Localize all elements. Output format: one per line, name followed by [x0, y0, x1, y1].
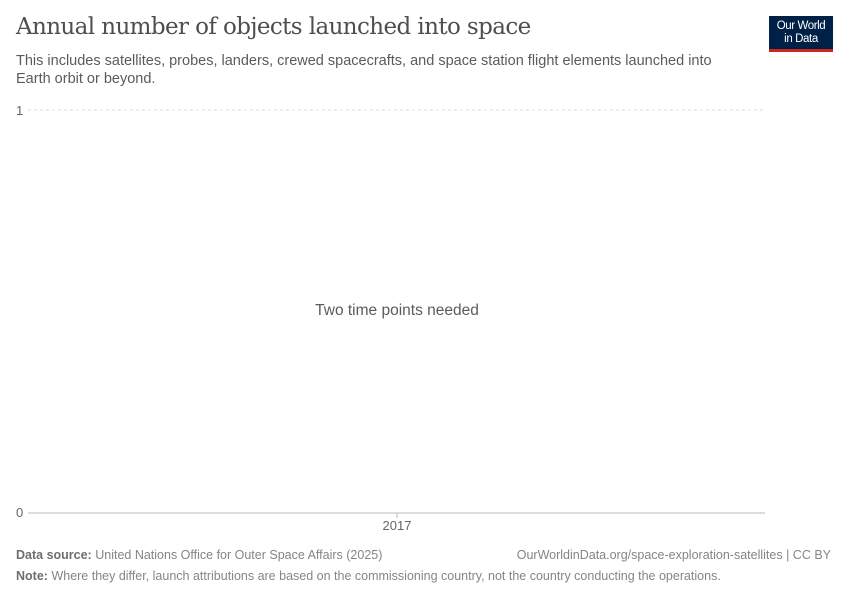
- chart-area: 1 0 2017 Two time points needed: [16, 103, 765, 533]
- url-license-link[interactable]: OurWorldinData.org/space-exploration-sat…: [516, 548, 831, 562]
- logo-line-2: in Data: [784, 33, 818, 45]
- chart-subtitle: This includes satellites, probes, lander…: [16, 53, 712, 87]
- source-link[interactable]: United Nations Office for Outer Space Af…: [95, 548, 383, 562]
- note-text: Where they differ, launch attributions a…: [51, 569, 721, 583]
- chart-title: Annual number of objects launched into s…: [16, 14, 531, 40]
- note: Note: Where they differ, launch attribut…: [16, 569, 721, 583]
- owid-logo[interactable]: Our World in Data: [769, 16, 833, 52]
- logo-line-1: Our World: [776, 20, 826, 32]
- y-tick-label-1: 1: [16, 103, 23, 118]
- no-data-message: Two time points needed: [315, 302, 479, 319]
- x-tick-label-2017: 2017: [383, 518, 412, 533]
- source-label: Data source:: [16, 548, 92, 562]
- data-source: Data source: United Nations Office for O…: [16, 548, 382, 562]
- y-tick-label-0: 0: [16, 505, 23, 520]
- note-label: Note:: [16, 569, 48, 583]
